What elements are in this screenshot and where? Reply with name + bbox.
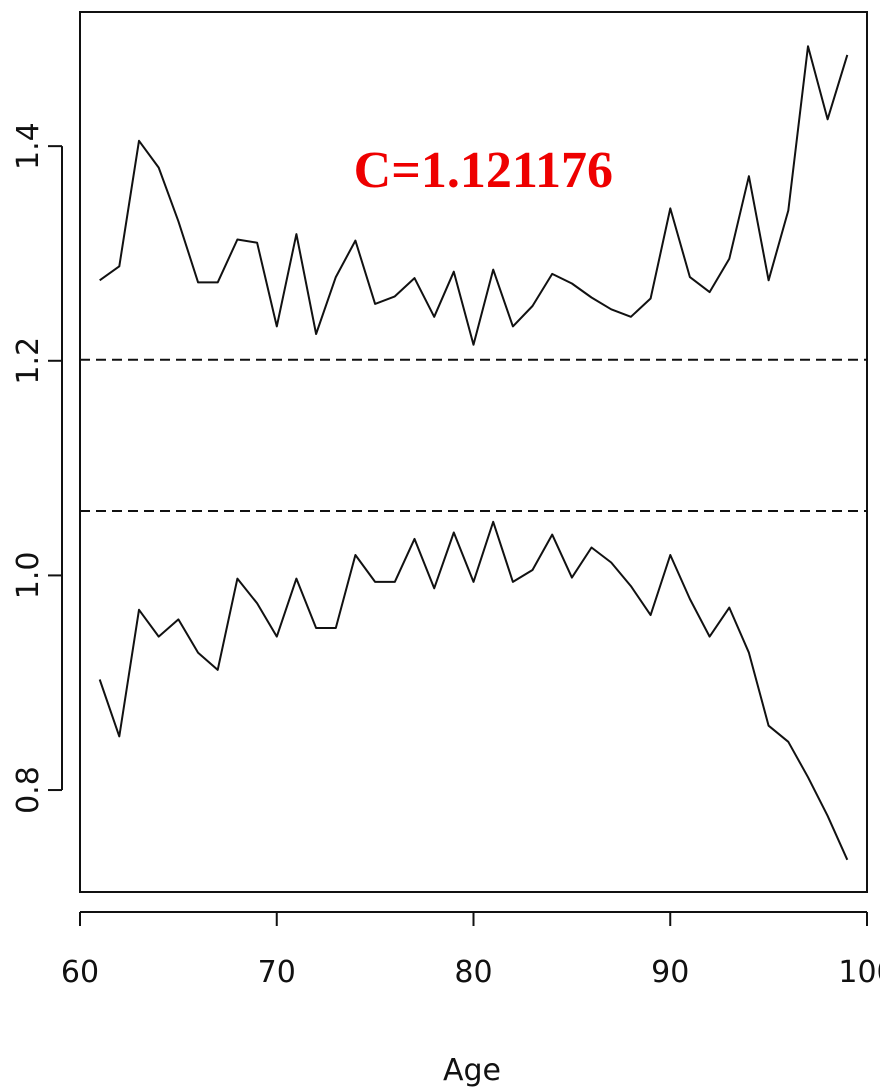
annotation-layer: C=1.121176 — [354, 142, 613, 199]
reference-lines — [80, 358, 867, 513]
x-tick-label-70: 70 — [258, 955, 296, 990]
x-tick-label-90: 90 — [651, 955, 689, 990]
y-tick-label-1.0: 1.0 — [11, 552, 46, 600]
y-tick-label-1.4: 1.4 — [11, 122, 46, 170]
annotation-c-value: C=1.121176 — [354, 142, 613, 199]
x-tick-label-80: 80 — [454, 955, 492, 990]
y-axis: 0.8 1.0 1.2 1.4 — [11, 122, 63, 814]
x-tick-label-60: 60 — [61, 955, 99, 990]
y-tick-label-0.8: 0.8 — [11, 766, 46, 814]
x-axis-title: Age — [443, 1053, 501, 1088]
plot-frame — [79, 11, 868, 893]
y-tick-label-1.2: 1.2 — [11, 337, 46, 385]
x-tick-label-100: 100 — [838, 955, 880, 990]
series-line-1 — [99, 45, 849, 346]
x-axis: 60 70 80 90 100 — [61, 911, 880, 990]
series-line-2 — [98, 520, 849, 861]
series-layer — [98, 45, 849, 861]
